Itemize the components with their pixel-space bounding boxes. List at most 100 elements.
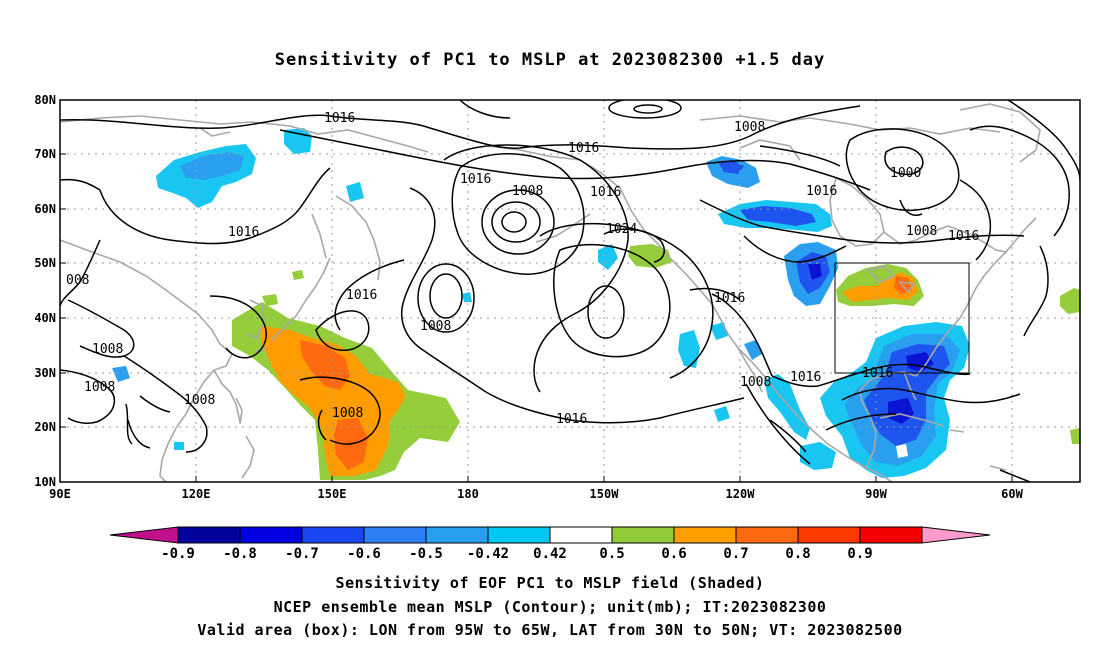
- negative-shading-caribbean-core: [864, 344, 950, 446]
- isobar-label: 1008: [332, 406, 363, 421]
- isobar-label: 1008: [92, 342, 123, 357]
- isobar-label: 1016: [346, 288, 377, 303]
- positive-shading-edge: [1070, 428, 1080, 444]
- caption-line-3: Valid area (box): LON from 95W to 65W, L…: [197, 621, 903, 639]
- isobar-label: 1008: [420, 319, 451, 334]
- isobar-label: 1016: [228, 225, 259, 240]
- lat-label: 40N: [34, 311, 56, 325]
- isobar-label: 008: [66, 273, 89, 288]
- isobar-label: 1016: [590, 185, 621, 200]
- colorbar-tick-label: -0.7: [285, 546, 319, 562]
- negative-shading-small2: [462, 292, 472, 302]
- colorbar-tick-label: -0.9: [161, 546, 195, 562]
- colorbar-segment: [859, 526, 923, 544]
- isobar-label: 1016: [948, 229, 979, 244]
- valid-area-box: [834, 262, 970, 374]
- colorbar-tick-label: 0.42: [533, 546, 567, 562]
- colorbar-segment: [487, 526, 551, 544]
- tick-marks: [60, 99, 1013, 482]
- negative-shading-caribbean-peak2: [888, 398, 914, 424]
- colorbar-max-triangle: [921, 526, 991, 544]
- colorbar-segment: [301, 526, 365, 544]
- positive-shading-wpac-small2: [292, 270, 304, 280]
- isobar-label: 1016: [790, 370, 821, 385]
- positive-shading-wpac-peak: [300, 340, 350, 390]
- isobar-label: 1008: [734, 120, 765, 135]
- colorbar-segment: [549, 526, 613, 544]
- lon-label: 120W: [726, 487, 756, 501]
- lat-label: 30N: [34, 366, 56, 380]
- colorbar-segment: [363, 526, 427, 544]
- colorbar-segment: [735, 526, 799, 544]
- lat-label: 20N: [34, 420, 56, 434]
- shaded-sensitivity: [112, 128, 1080, 480]
- isobar-label: 1008: [512, 184, 543, 199]
- negative-shading-ural: [346, 182, 364, 202]
- colorbar: -0.9 -0.8 -0.7 -0.6 -0.5 -0.42 0.42 0.5 0.6 0.7 0.…: [109, 526, 991, 562]
- isobar-label: 1008: [906, 224, 937, 239]
- isobar-label: 1008: [740, 375, 771, 390]
- negative-shading-small1: [174, 442, 184, 450]
- colorbar-tick-label: -0.8: [223, 546, 257, 562]
- colorbar-min-triangle: [109, 526, 179, 544]
- mslp-contours: [60, 100, 1080, 482]
- colorbar-segment: [797, 526, 861, 544]
- positive-shading-pac-east: [628, 244, 672, 268]
- negative-shading-pac-sw2: [714, 406, 730, 422]
- isobar-label: 1024: [606, 222, 637, 237]
- lat-label: 70N: [34, 147, 56, 161]
- map-title: Sensitivity of PC1 to MSLP at 2023082300…: [274, 50, 826, 70]
- caption-line-2: NCEP ensemble mean MSLP (Contour); unit(…: [273, 598, 827, 616]
- positive-shading-wpac-core: [262, 326, 406, 476]
- lat-label: 60N: [34, 202, 56, 216]
- lon-label: 60W: [1001, 487, 1023, 501]
- positive-shading-wpac-small: [262, 294, 278, 306]
- colorbar-segment: [239, 526, 303, 544]
- lon-label: 180: [457, 487, 479, 501]
- lat-label: 80N: [34, 93, 56, 107]
- isobar-label: 1016: [806, 184, 837, 199]
- negative-shading-hudson-core: [718, 160, 744, 174]
- colorbar-tick-label: 0.7: [723, 546, 748, 562]
- caption-line-1: Sensitivity of EOF PC1 to MSLP field (Sh…: [335, 574, 765, 592]
- colorbar-tick-label: 0.6: [661, 546, 686, 562]
- lon-label: 90E: [49, 487, 71, 501]
- lon-label: 120E: [182, 487, 211, 501]
- lon-label: 150E: [318, 487, 347, 501]
- colorbar-tick-label: 0.5: [599, 546, 624, 562]
- positive-shading-atlantic: [1060, 288, 1080, 314]
- isobar-label: 1016: [714, 291, 745, 306]
- colorbar-segment: [673, 526, 737, 544]
- negative-shading-siberia-core: [180, 152, 244, 180]
- colorbar-tick-label: -0.5: [409, 546, 443, 562]
- colorbar-tick-label: -0.6: [347, 546, 381, 562]
- map-frame: [59, 99, 1081, 483]
- isobar-label: 1008: [84, 380, 115, 395]
- negative-shading-pac-mid2: [710, 322, 728, 340]
- negative-shading-caribbean-hole: [896, 444, 908, 458]
- isobar-label: 1008: [184, 393, 215, 408]
- latitude-labels: 80N 70N 60N 50N 40N 30N 20N 10N: [34, 93, 56, 489]
- lon-label: 150W: [590, 487, 620, 501]
- isobar-label: 1016: [556, 412, 587, 427]
- negative-shading-indochina: [112, 366, 130, 382]
- isobar-label: 1016: [460, 172, 491, 187]
- longitude-labels: 90E 120E 150E 180 150W 120W 90W 60W: [49, 487, 1023, 501]
- colorbar-tick-label: 0.9: [847, 546, 872, 562]
- colorbar-tick-label: 0.8: [785, 546, 810, 562]
- negative-shading-pac-sw: [678, 330, 700, 368]
- isobar-label: 1016: [862, 366, 893, 381]
- colorbar-tick-label: -0.42: [467, 546, 509, 562]
- lat-label: 50N: [34, 256, 56, 270]
- isobar-label: 1016: [568, 141, 599, 156]
- colorbar-segment: [177, 526, 241, 544]
- lat-label: 10N: [34, 475, 56, 489]
- colorbar-segment: [425, 526, 489, 544]
- isobar-label: 1000: [890, 166, 921, 181]
- isobar-label: 1016: [324, 111, 355, 126]
- colorbar-segment: [611, 526, 675, 544]
- negative-shading-midwest-peak: [808, 264, 822, 280]
- lon-label: 90W: [865, 487, 887, 501]
- negative-shading-canada-core: [740, 206, 816, 226]
